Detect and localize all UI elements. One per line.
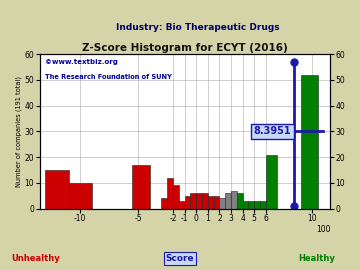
Title: Z-Score Histogram for ECYT (2016): Z-Score Histogram for ECYT (2016) — [82, 43, 288, 53]
Bar — [213, 196, 220, 209]
Text: Score: Score — [166, 254, 194, 263]
Bar — [69, 183, 92, 209]
Bar — [260, 201, 266, 209]
Y-axis label: Number of companies (191 total): Number of companies (191 total) — [15, 76, 22, 187]
Text: Healthy: Healthy — [298, 254, 335, 263]
Bar — [161, 198, 167, 209]
Bar — [208, 196, 213, 209]
Bar — [132, 165, 150, 209]
Bar — [266, 154, 278, 209]
Text: The Research Foundation of SUNY: The Research Foundation of SUNY — [45, 74, 172, 80]
Bar — [243, 201, 248, 209]
Bar — [237, 193, 243, 209]
Text: Unhealthy: Unhealthy — [12, 254, 60, 263]
Text: 100: 100 — [317, 225, 331, 234]
Bar — [202, 193, 208, 209]
Bar — [179, 201, 185, 209]
Bar — [196, 193, 202, 209]
Text: Industry: Bio Therapeutic Drugs: Industry: Bio Therapeutic Drugs — [116, 23, 280, 32]
Text: ©www.textbiz.org: ©www.textbiz.org — [45, 59, 118, 65]
Bar — [190, 193, 196, 209]
Bar — [173, 185, 179, 209]
Text: 8.3951: 8.3951 — [254, 126, 291, 136]
Bar — [231, 191, 237, 209]
Bar — [167, 178, 173, 209]
Bar — [45, 170, 69, 209]
Bar — [225, 193, 231, 209]
Bar — [185, 196, 190, 209]
Bar — [248, 201, 254, 209]
Bar — [220, 198, 225, 209]
Bar — [301, 75, 318, 209]
Bar — [254, 201, 260, 209]
